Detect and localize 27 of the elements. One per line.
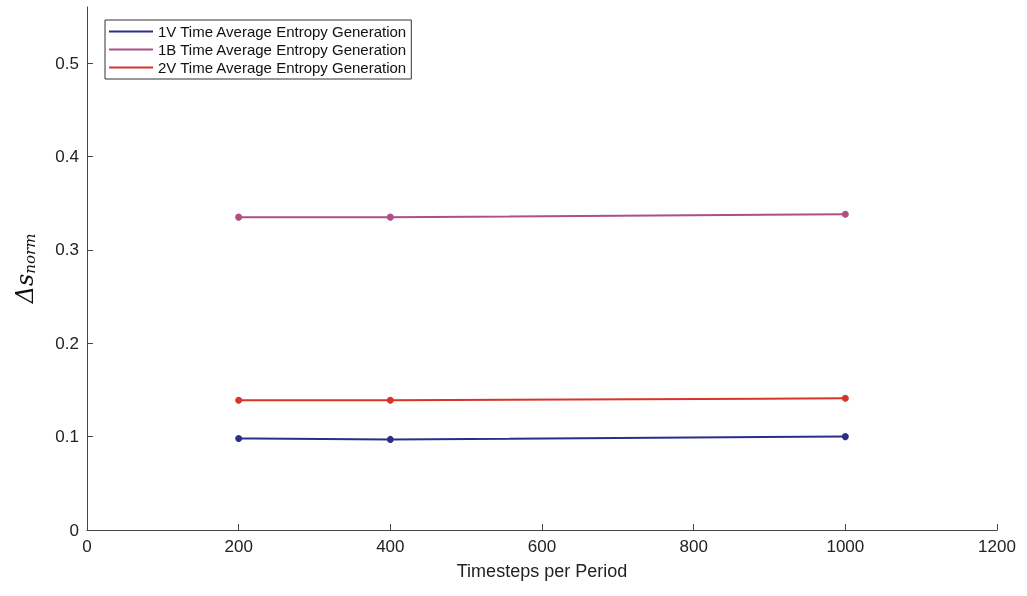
x-tick-label: 800 [679,537,708,556]
point [386,435,394,443]
point [841,433,849,441]
y-tick-label: 0.5 [55,53,79,73]
legend-label: 1B Time Average Entropy Generation [158,41,407,58]
y-tick-label: 0.4 [55,146,79,166]
y-tick-label: 0.3 [55,240,79,260]
point [235,213,243,221]
y-axis-title: Δsnorm [10,233,39,305]
x-tick-label: 400 [376,537,405,556]
legend-label: 1V Time Average Entropy Generation [158,23,407,40]
point [841,210,849,218]
point [386,213,394,221]
x-tick-label: 1200 [978,537,1016,556]
y-tick-label: 0.1 [55,427,79,447]
point [386,396,394,404]
point [235,396,243,404]
x-tick-label: 0 [82,537,92,556]
x-tick-label: 1000 [826,537,865,556]
legend-label: 2V Time Average Entropy Generation [158,59,407,76]
x-axis-title: Timesteps per Period [456,561,628,581]
y-tick-label: 0.2 [55,333,79,353]
y-tick-label: 0 [69,520,79,540]
x-tick-label: 600 [527,537,557,556]
point [235,434,243,442]
x-tick-label: 200 [224,537,253,556]
point [841,394,849,402]
